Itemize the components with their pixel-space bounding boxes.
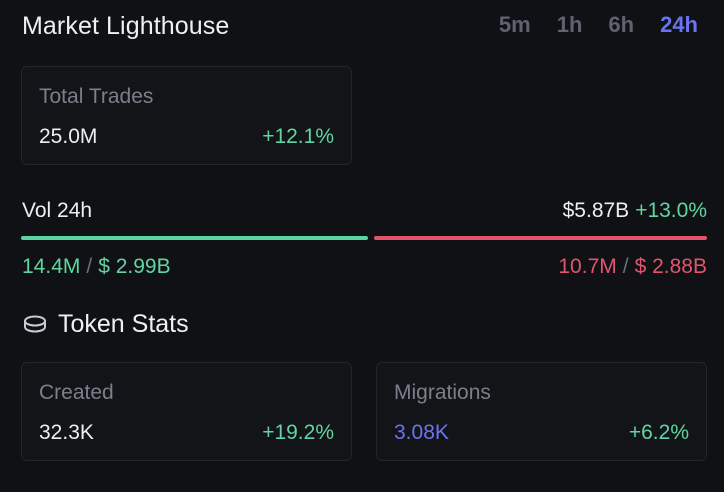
buy-volume-bar (21, 236, 368, 240)
timeframe-selector: 5m 1h 6h 24h (473, 12, 698, 38)
buy-amount: $ 2.99B (98, 255, 171, 278)
sell-volume-bar (374, 236, 707, 240)
token-stats-title: Token Stats (58, 310, 189, 338)
timeframe-24h[interactable]: 24h (660, 12, 698, 37)
created-change: +19.2% (262, 421, 334, 444)
sell-volume-line: 10.7M / $ 2.88B (558, 255, 707, 279)
volume-total: $5.87B (562, 199, 630, 222)
total-trades-card: Total Trades 25.0M +12.1% (21, 66, 352, 165)
panel-title: Market Lighthouse (22, 12, 230, 40)
buy-count: 14.4M (22, 255, 81, 278)
sell-count: 10.7M (558, 255, 617, 278)
buy-separator: / (86, 255, 93, 278)
volume-summary: $5.87B +13.0% (563, 199, 707, 223)
total-trades-label: Total Trades (39, 85, 154, 108)
total-trades-change: +12.1% (262, 125, 334, 148)
timeframe-6h[interactable]: 6h (608, 12, 635, 37)
created-card: Created 32.3K +19.2% (21, 362, 352, 461)
timeframe-5m[interactable]: 5m (498, 12, 531, 37)
total-trades-value: 25.0M (39, 125, 98, 148)
timeframe-1h[interactable]: 1h (556, 12, 583, 37)
buy-volume-line: 14.4M / $ 2.99B (22, 255, 171, 279)
migrations-label: Migrations (394, 381, 491, 404)
volume-label: Vol 24h (22, 199, 93, 222)
token-stats-header: Token Stats (22, 310, 189, 339)
created-value: 32.3K (39, 421, 94, 444)
sell-amount: $ 2.88B (634, 255, 707, 278)
coins-icon (22, 314, 48, 336)
created-label: Created (39, 381, 114, 404)
migrations-card: Migrations 3.08K +6.2% (376, 362, 707, 461)
buy-sell-ratio-bar (21, 236, 707, 240)
migrations-value: 3.08K (394, 421, 449, 444)
sell-separator: / (622, 255, 629, 278)
migrations-change: +6.2% (628, 421, 689, 444)
volume-change: +13.0% (635, 199, 707, 222)
